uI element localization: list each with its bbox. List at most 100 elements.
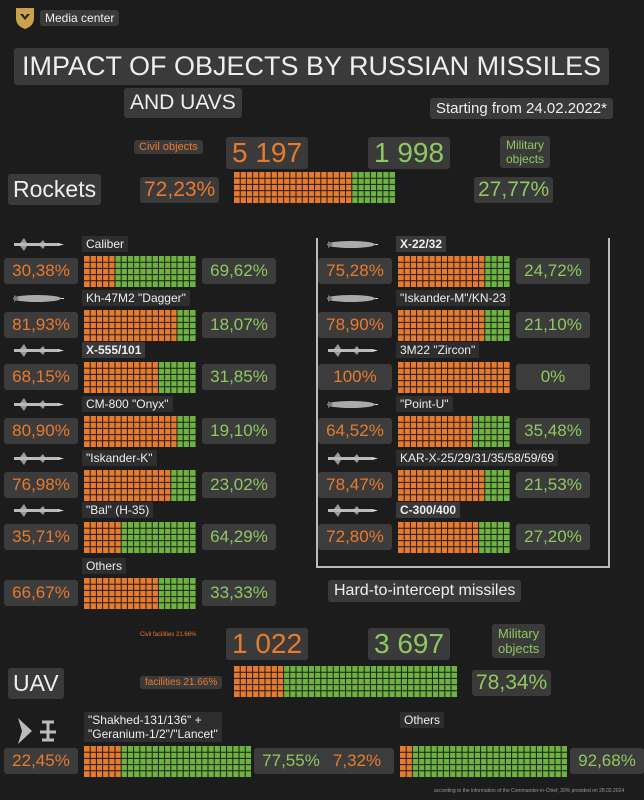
missile-bar bbox=[84, 416, 196, 447]
missile-name: "Iskander-M"/KN-23 bbox=[396, 290, 510, 306]
missile-bar bbox=[84, 310, 196, 341]
cruise-missile-icon bbox=[328, 344, 378, 357]
cruise-missile-icon bbox=[14, 344, 64, 357]
missile-military-pct: 0% bbox=[516, 364, 590, 390]
cruise-missile-icon bbox=[14, 452, 64, 465]
missile-bar bbox=[398, 362, 510, 393]
uav-icon-wrap bbox=[14, 716, 68, 751]
missile-military-pct: 31,85% bbox=[202, 364, 276, 390]
cruise-missile-icon bbox=[14, 504, 64, 517]
bar-segment-military bbox=[351, 172, 396, 203]
hard-intercept-frame bbox=[316, 238, 610, 568]
bar-segment-military bbox=[177, 416, 196, 447]
bar-segment-military bbox=[412, 746, 568, 777]
uav-military-pct: 92,68% bbox=[570, 748, 644, 774]
missile-military-pct: 27,20% bbox=[516, 524, 590, 550]
missile-icon-wrap bbox=[10, 397, 64, 416]
page-title: IMPACT OF OBJECTS BY RUSSIAN MISSILES bbox=[14, 48, 610, 85]
waffle-bar bbox=[84, 256, 196, 287]
waffle-bar bbox=[84, 470, 196, 501]
rockets-military-label: Military objects bbox=[500, 136, 551, 168]
missile-civil-pct: 75,28% bbox=[318, 258, 392, 284]
waffle-bar bbox=[234, 172, 396, 203]
missile-name: X-555/101 bbox=[82, 342, 146, 358]
missile-military-pct: 35,48% bbox=[516, 418, 590, 444]
media-center-label: Media center bbox=[40, 10, 120, 26]
missile-icon-wrap bbox=[10, 343, 64, 362]
missile-civil-pct: 72,80% bbox=[318, 524, 392, 550]
waffle-bar bbox=[398, 416, 510, 447]
missile-name: Kh-47M2 "Dagger" bbox=[82, 290, 190, 306]
waffle-bar bbox=[84, 362, 196, 393]
uav-civil-count: 1 022 bbox=[226, 628, 309, 660]
missile-name: "Iskander-K" bbox=[82, 450, 157, 466]
rockets-civil-pct: 72,23% bbox=[140, 177, 220, 203]
missile-civil-pct: 68,15% bbox=[4, 364, 78, 390]
rockets-military-count: 1 998 bbox=[368, 137, 451, 169]
uav-civil-label: facilities 21.66% bbox=[140, 676, 223, 689]
bar-segment-civil bbox=[84, 256, 115, 287]
rockets-military-pct: 27,77% bbox=[474, 177, 554, 203]
missile-military-pct: 18,07% bbox=[202, 312, 276, 338]
missile-civil-pct: 64,52% bbox=[318, 418, 392, 444]
missile-name: "Bal" (H-35) bbox=[82, 502, 154, 518]
missile-civil-pct: 78,47% bbox=[318, 472, 392, 498]
missile-military-pct: 64,29% bbox=[202, 524, 276, 550]
drone-icon bbox=[18, 718, 56, 744]
missile-name: Others bbox=[82, 558, 127, 574]
blank-icon bbox=[10, 559, 64, 573]
uav-civil-pct: 7,32% bbox=[320, 748, 394, 774]
cruise-missile-icon bbox=[14, 238, 64, 251]
uav-type-name: Others bbox=[400, 712, 445, 728]
bar-segment-civil bbox=[234, 172, 352, 203]
missile-bar bbox=[398, 416, 510, 447]
uav-total-bar bbox=[234, 666, 458, 697]
cruise-missile-icon bbox=[14, 398, 64, 411]
uav-type-name: "Shakhed-131/136" + "Geranium-1/2"/"Lance… bbox=[84, 712, 222, 742]
missile-bar bbox=[398, 470, 510, 501]
uav-military-label: Military objects bbox=[492, 624, 546, 658]
waffle-bar bbox=[398, 522, 510, 553]
missile-civil-pct: 30,38% bbox=[4, 258, 78, 284]
ballistic-missile-icon bbox=[13, 295, 64, 302]
missile-civil-pct: 66,67% bbox=[4, 580, 78, 606]
cruise-missile-icon bbox=[328, 504, 378, 517]
missile-bar bbox=[84, 256, 196, 287]
missile-military-pct: 19,10% bbox=[202, 418, 276, 444]
waffle-bar bbox=[398, 256, 510, 287]
missile-military-pct: 21,10% bbox=[516, 312, 590, 338]
missile-civil-pct: 35,71% bbox=[4, 524, 78, 550]
missile-civil-pct: 80,90% bbox=[4, 418, 78, 444]
missile-military-pct: 23,02% bbox=[202, 472, 276, 498]
missile-icon-wrap bbox=[324, 451, 378, 470]
missile-military-pct: 69,62% bbox=[202, 258, 276, 284]
rockets-civil-label: Civil objects bbox=[134, 140, 203, 154]
uav-military-pct: 77,55% bbox=[254, 748, 328, 774]
uav-civil-small-label: Civil facilities 21.66% bbox=[140, 632, 197, 638]
missile-icon-wrap bbox=[10, 559, 64, 578]
waffle-bar bbox=[398, 470, 510, 501]
waffle-bar bbox=[84, 522, 196, 553]
hard-intercept-label: Hard-to-intercept missiles bbox=[328, 580, 522, 602]
missile-civil-pct: 78,90% bbox=[318, 312, 392, 338]
missile-icon-wrap bbox=[324, 343, 378, 362]
waffle-bar bbox=[398, 310, 510, 341]
missile-name: KAR-X-25/29/31/35/58/59/69 bbox=[396, 450, 559, 466]
missile-military-pct: 21,53% bbox=[516, 472, 590, 498]
footnote: according to the information of the Comm… bbox=[434, 788, 625, 794]
missile-name: X-22/32 bbox=[396, 236, 447, 252]
bar-segment-civil bbox=[84, 416, 177, 447]
ballistic-missile-icon bbox=[327, 295, 378, 302]
uav-section-title: UAV bbox=[8, 668, 64, 699]
missile-name: Caliber bbox=[82, 236, 129, 252]
waffle-bar bbox=[398, 362, 510, 393]
missile-bar bbox=[84, 470, 196, 501]
uav-type-bar bbox=[84, 746, 252, 777]
uav-military-count: 3 697 bbox=[368, 628, 451, 660]
bar-segment-military bbox=[177, 310, 196, 341]
missile-military-pct: 33,33% bbox=[202, 580, 276, 606]
missile-civil-pct: 76,98% bbox=[4, 472, 78, 498]
waffle-bar bbox=[400, 746, 568, 777]
waffle-bar bbox=[84, 746, 252, 777]
missile-icon-wrap bbox=[10, 291, 64, 310]
